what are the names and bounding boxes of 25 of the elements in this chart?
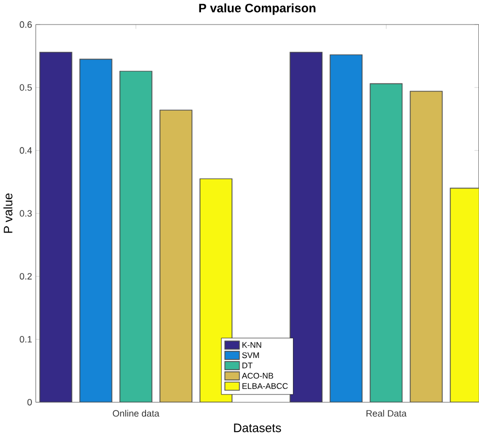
y-tick-label: 0.6 (20, 21, 32, 28)
chart-title: P value Comparison (199, 4, 316, 15)
y-tick-label: 0.1 (20, 336, 32, 343)
x-axis-title: Datasets (234, 424, 282, 432)
bar (290, 52, 323, 402)
bar (39, 52, 72, 402)
bar (330, 54, 363, 402)
legend-label: K-NN (242, 342, 262, 348)
y-tick-label: 0 (27, 399, 32, 406)
bar (119, 70, 152, 402)
bar (410, 91, 443, 402)
bar (370, 83, 403, 402)
y-axis-title: P value (3, 194, 12, 233)
legend-label: ELBA-ABCC (242, 383, 288, 390)
y-tick-label: 0.3 (20, 210, 32, 217)
x-tick-label: Real Data (366, 410, 407, 417)
x-tick-label: Online data (112, 410, 160, 417)
bar (79, 58, 112, 402)
y-tick-label: 0.4 (20, 147, 32, 154)
legend-label: SVM (242, 352, 259, 358)
legend-label: DT (242, 362, 253, 368)
y-tick-label: 0.2 (20, 273, 32, 280)
bar (160, 110, 192, 402)
legend-label: ACO-NB (242, 373, 274, 379)
y-tick-label: 0.5 (20, 84, 32, 91)
